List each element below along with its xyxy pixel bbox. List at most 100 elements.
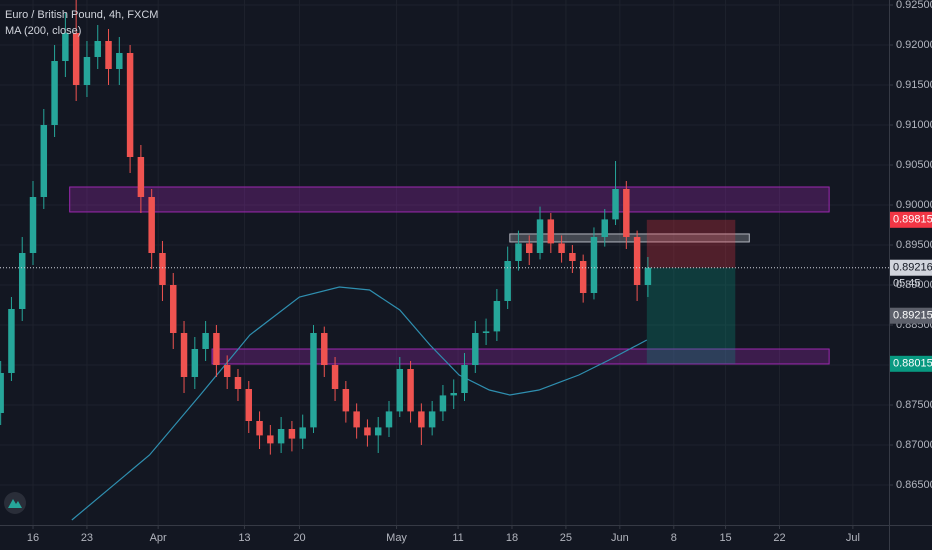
y-tick-label: 0.92000 xyxy=(896,39,932,51)
candle-body xyxy=(450,393,457,396)
candle-body xyxy=(321,333,328,365)
axes: 0.865000.870000.875000.880000.885000.890… xyxy=(27,0,932,544)
zone xyxy=(69,186,830,213)
y-tick-label: 0.89500 xyxy=(896,239,932,251)
zone xyxy=(211,348,830,365)
candle-body xyxy=(116,53,123,69)
indicator-legend: MA (200, close) xyxy=(5,25,81,37)
x-tick-label: 8 xyxy=(671,532,677,544)
candle-body xyxy=(353,411,360,428)
candle-body xyxy=(18,253,26,309)
x-tick-label: 20 xyxy=(293,532,305,544)
price-tag xyxy=(890,211,932,228)
candle-body xyxy=(590,237,598,293)
candle-body xyxy=(126,53,134,157)
candle-body xyxy=(245,389,252,421)
x-tick-label: 25 xyxy=(560,532,572,544)
candle-body xyxy=(137,157,145,197)
y-tick-label: 0.90000 xyxy=(896,199,932,211)
candle-body xyxy=(525,243,533,253)
candle-body xyxy=(40,125,48,197)
x-tick-label: 15 xyxy=(719,532,731,544)
y-tick-label: 0.91500 xyxy=(896,79,932,91)
price-tag xyxy=(890,307,932,324)
candle-body xyxy=(374,427,382,436)
candle-body xyxy=(202,333,209,349)
candle-body xyxy=(493,301,501,332)
x-tick-label: May xyxy=(386,532,407,544)
candle-body xyxy=(191,349,199,377)
candle-body xyxy=(407,369,414,412)
candle-body xyxy=(623,189,630,237)
candle-body xyxy=(612,189,619,220)
candle-body xyxy=(472,333,479,365)
x-tick-label: 16 xyxy=(27,532,39,544)
candle-body xyxy=(72,33,80,85)
y-tick-label: 0.87000 xyxy=(896,439,932,451)
candle-body xyxy=(418,411,425,428)
price-tag xyxy=(890,355,932,372)
x-tick-label: Jul xyxy=(846,532,860,544)
y-tick-label: 0.87500 xyxy=(896,399,932,411)
candle-body xyxy=(331,365,339,389)
chart-title: Euro / British Pound, 4h, FXCM xyxy=(5,9,158,21)
y-tick-label: 0.89000 xyxy=(896,279,932,291)
plot xyxy=(0,0,889,521)
y-tick-label: 0.92500 xyxy=(896,0,932,11)
x-tick-label: 23 xyxy=(81,532,93,544)
candle-body xyxy=(159,253,166,285)
candle-body xyxy=(439,395,447,412)
x-tick-label: 11 xyxy=(452,532,463,544)
candle-body xyxy=(234,377,242,389)
candle-body xyxy=(8,309,15,373)
x-tick-label: Jun xyxy=(611,532,629,544)
logo[interactable] xyxy=(4,492,26,514)
stop-zone xyxy=(646,219,736,268)
candle-body xyxy=(299,427,306,439)
candle-body xyxy=(461,365,468,393)
candle-body xyxy=(482,331,490,333)
candle-body xyxy=(223,365,231,377)
candle-body xyxy=(105,41,112,69)
candle-body xyxy=(536,219,544,253)
candle-body xyxy=(428,411,436,428)
price-tag-label: 0.89216 xyxy=(893,262,932,274)
candle-body xyxy=(51,61,58,125)
candle-body xyxy=(29,197,37,253)
candle-body xyxy=(310,333,317,428)
candle-body xyxy=(277,429,285,444)
price-tag xyxy=(890,259,932,276)
price-tag-label: 0.89215 xyxy=(893,310,932,322)
candle-body xyxy=(288,429,296,439)
candle-body xyxy=(364,427,371,436)
candle-body xyxy=(83,57,91,85)
candle-body xyxy=(94,41,101,57)
candle-body xyxy=(504,261,511,301)
candle-body xyxy=(256,421,263,436)
y-tick-label: 0.90500 xyxy=(896,159,932,171)
target-zone xyxy=(646,267,736,364)
candle-body xyxy=(342,389,350,412)
price-tag-label: 0.89815 xyxy=(893,214,932,226)
candle-body xyxy=(0,373,4,413)
price-tag-label: 0.88015 xyxy=(893,358,932,370)
candle-body xyxy=(62,33,69,61)
x-tick-label: Apr xyxy=(150,532,167,544)
candle-body xyxy=(148,197,155,253)
candle-body xyxy=(558,243,565,253)
candle-body xyxy=(213,333,220,365)
x-tick-label: 18 xyxy=(506,532,518,544)
candle-body xyxy=(547,219,555,244)
candle-body xyxy=(601,219,608,237)
x-tick-label: 13 xyxy=(238,532,250,544)
candle-body xyxy=(579,261,587,293)
candle-body xyxy=(170,285,177,333)
candle-body xyxy=(267,435,274,444)
y-tick-label: 0.86500 xyxy=(896,479,932,491)
candle-body xyxy=(569,253,576,261)
countdown: 05:45 xyxy=(893,278,921,290)
candle-body xyxy=(180,333,188,377)
